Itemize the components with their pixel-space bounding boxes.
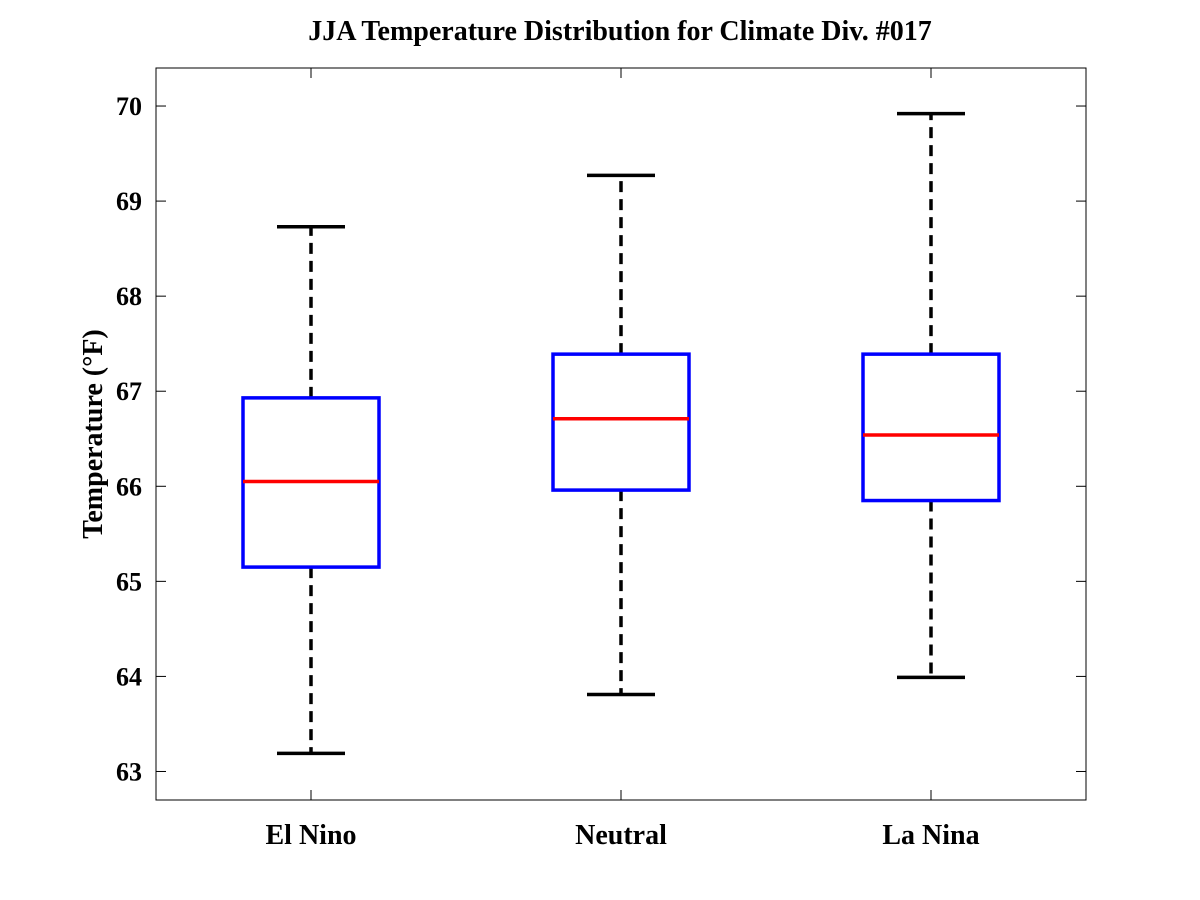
y-tick-label: 68 bbox=[116, 282, 142, 311]
y-tick-label: 63 bbox=[116, 757, 142, 786]
x-tick-label: Neutral bbox=[575, 820, 667, 851]
y-tick-label: 69 bbox=[116, 187, 142, 216]
chart-title: JJA Temperature Distribution for Climate… bbox=[308, 16, 932, 47]
iqr-box bbox=[861, 352, 1001, 503]
x-tick-label: La Nina bbox=[882, 820, 979, 851]
y-tick-label: 70 bbox=[116, 92, 142, 121]
x-tick-label: El Nino bbox=[265, 820, 356, 851]
y-tick-label: 65 bbox=[116, 567, 142, 596]
y-axis-label: Temperature (°F) bbox=[78, 329, 109, 538]
y-tick-label: 64 bbox=[116, 662, 142, 691]
iqr-box bbox=[551, 352, 691, 492]
y-tick-label: 67 bbox=[116, 377, 142, 406]
y-tick-label: 66 bbox=[116, 472, 142, 501]
